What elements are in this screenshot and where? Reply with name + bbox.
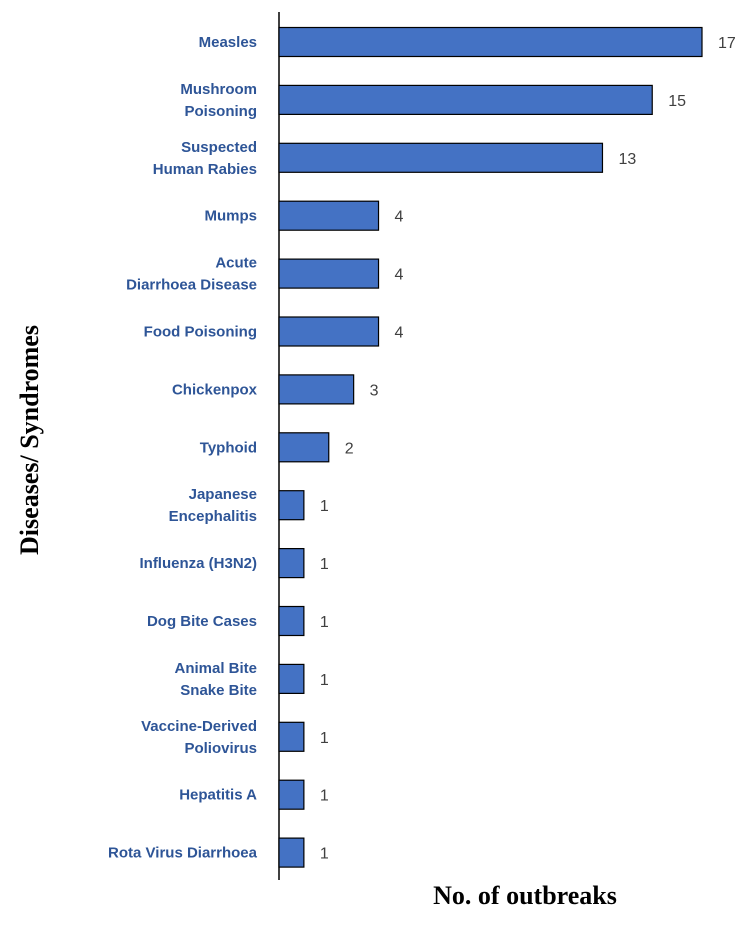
value-label: 1 (320, 556, 329, 573)
value-label: 1 (320, 614, 329, 631)
bar (278, 837, 305, 868)
category-label: Dog Bite Cases (147, 613, 257, 630)
bar (278, 374, 355, 405)
value-label: 1 (320, 672, 329, 689)
value-label: 3 (370, 382, 379, 399)
bar (278, 547, 305, 579)
category-label: Vaccine-Derived Poliovirus (141, 718, 257, 757)
category-label: Influenza (H3N2) (139, 555, 257, 572)
value-label: 1 (320, 846, 329, 863)
bar (278, 721, 305, 752)
value-label: 4 (395, 267, 404, 284)
category-label: Hepatitis A (179, 787, 257, 804)
value-label: 1 (320, 498, 329, 515)
bar (278, 432, 330, 463)
bar (278, 663, 305, 695)
x-axis-title: No. of outbreaks (433, 881, 617, 910)
y-axis-title: Diseases/ Syndromes (15, 325, 44, 555)
category-label: Suspected Human Rabies (153, 139, 257, 178)
value-labels: 17 15 13 4 4 4 3 2 1 1 1 1 1 1 1 (320, 35, 736, 863)
category-label: Japanese Encephalitis (169, 486, 257, 525)
bar (278, 490, 305, 521)
category-label: Acute Diarrhoea Disease (126, 255, 257, 294)
category-label: Rota Virus Diarrhoea (108, 845, 258, 862)
category-labels: Measles Mushroom Poisoning Suspected Human R… (108, 34, 258, 862)
value-label: 17 (718, 35, 736, 52)
value-label: 4 (395, 325, 404, 342)
category-label: Mushroom Poisoning (180, 81, 257, 120)
category-label: Chickenpox (172, 381, 258, 398)
value-label: 4 (395, 209, 404, 226)
bar (278, 26, 703, 58)
value-label: 1 (320, 788, 329, 805)
bar (278, 142, 604, 173)
bars-group (278, 26, 703, 868)
category-label: Food Poisoning (144, 324, 257, 341)
bar (278, 605, 305, 637)
category-label: Typhoid (200, 439, 257, 456)
bar (278, 779, 305, 810)
category-label: Mumps (205, 208, 258, 225)
value-label: 15 (668, 93, 686, 110)
bar (278, 200, 380, 231)
category-label: Measles (199, 34, 257, 51)
value-label: 1 (320, 730, 329, 747)
bar (278, 258, 380, 289)
category-label: Animal Bite Snake Bite (174, 660, 257, 699)
value-label: 2 (345, 440, 354, 457)
bar (278, 316, 380, 347)
value-label: 13 (618, 151, 636, 168)
bar (278, 84, 653, 116)
